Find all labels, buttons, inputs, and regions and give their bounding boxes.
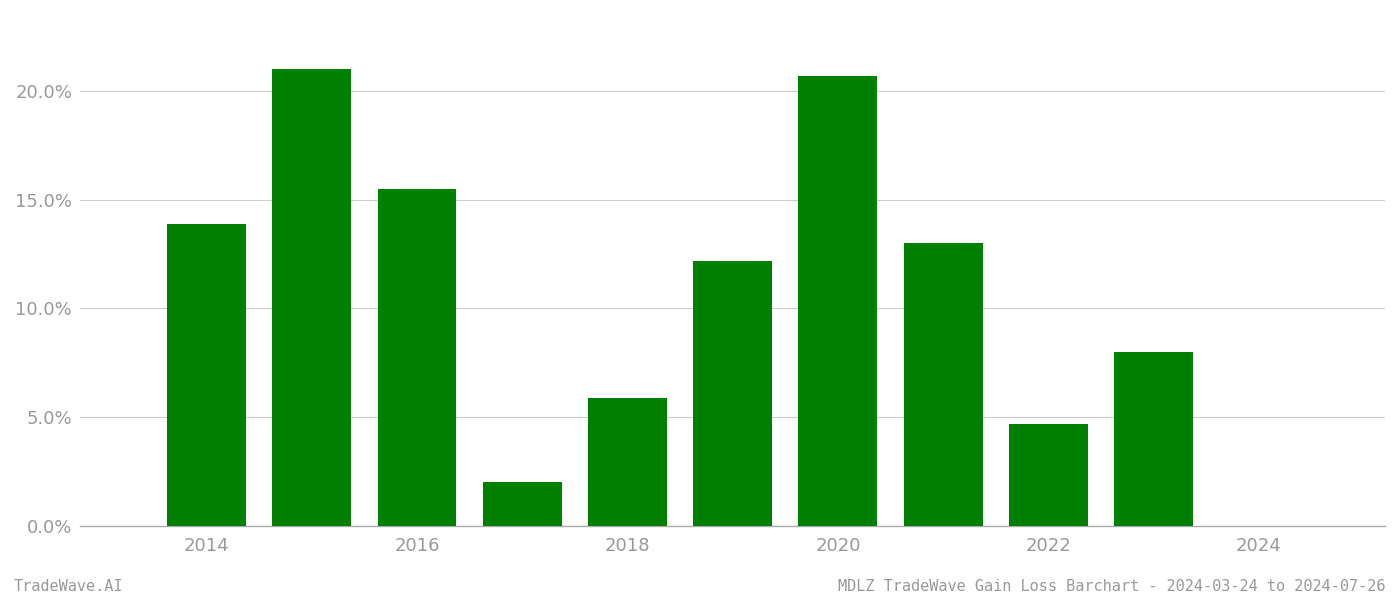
- Bar: [167, 224, 246, 526]
- Bar: [1114, 352, 1193, 526]
- Bar: [273, 70, 351, 526]
- Bar: [378, 189, 456, 526]
- Bar: [693, 260, 773, 526]
- Bar: [1009, 424, 1088, 526]
- Text: MDLZ TradeWave Gain Loss Barchart - 2024-03-24 to 2024-07-26: MDLZ TradeWave Gain Loss Barchart - 2024…: [839, 579, 1386, 594]
- Bar: [483, 482, 561, 526]
- Text: TradeWave.AI: TradeWave.AI: [14, 579, 123, 594]
- Bar: [588, 398, 666, 526]
- Bar: [903, 243, 983, 526]
- Bar: [798, 76, 878, 526]
